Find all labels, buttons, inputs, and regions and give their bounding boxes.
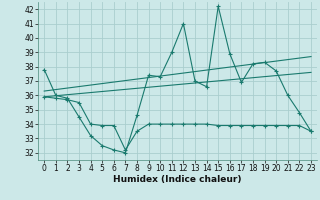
X-axis label: Humidex (Indice chaleur): Humidex (Indice chaleur) bbox=[113, 175, 242, 184]
